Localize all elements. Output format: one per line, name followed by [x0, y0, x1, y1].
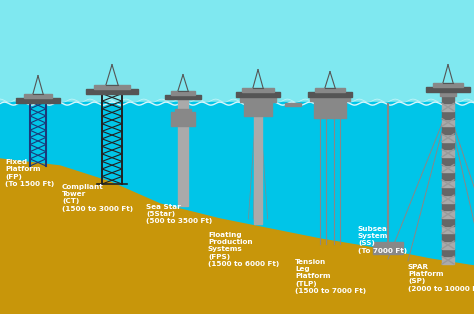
Bar — [442, 134, 454, 142]
Bar — [0, 0, 474, 104]
Bar — [442, 203, 454, 210]
Bar — [442, 103, 454, 111]
Bar — [442, 241, 454, 249]
Bar — [442, 233, 454, 241]
Bar — [442, 187, 454, 195]
Bar — [442, 210, 454, 218]
Bar — [308, 92, 352, 97]
Bar — [242, 88, 274, 92]
Bar — [442, 180, 454, 187]
Bar — [442, 218, 454, 226]
Bar — [442, 157, 454, 165]
Bar — [171, 91, 195, 95]
Bar — [442, 119, 454, 126]
Text: Fixed
Platform
(FP)
(To 1500 Ft): Fixed Platform (FP) (To 1500 Ft) — [5, 159, 54, 187]
Bar — [285, 103, 301, 106]
Bar — [171, 111, 195, 126]
Bar — [442, 256, 454, 264]
Bar — [315, 88, 345, 92]
Bar — [24, 94, 52, 98]
Bar — [433, 83, 463, 87]
Bar — [0, 102, 474, 314]
Bar — [442, 165, 454, 172]
Bar — [442, 96, 454, 103]
Bar — [86, 89, 138, 94]
Bar — [175, 109, 191, 111]
Text: Tension
Leg
Platform
(TLP)
(1500 to 7000 Ft): Tension Leg Platform (TLP) (1500 to 7000… — [295, 259, 366, 294]
Bar — [442, 111, 454, 119]
Bar — [254, 102, 262, 224]
Bar — [426, 87, 470, 92]
Bar — [165, 95, 201, 99]
Bar — [442, 249, 454, 256]
Text: Compliant
Tower
(CT)
(1500 to 3000 Ft): Compliant Tower (CT) (1500 to 3000 Ft) — [62, 184, 133, 212]
Bar — [373, 242, 403, 254]
Bar — [240, 97, 276, 102]
Bar — [236, 92, 280, 97]
Bar — [442, 172, 454, 180]
Bar — [310, 97, 350, 100]
Bar — [94, 84, 130, 89]
Bar — [442, 149, 454, 157]
Text: SPAR
Platform
(SP)
(2000 to 10000 Ft): SPAR Platform (SP) (2000 to 10000 Ft) — [408, 264, 474, 292]
Bar — [442, 226, 454, 233]
Bar — [440, 92, 456, 96]
Bar — [244, 102, 272, 116]
Bar — [442, 142, 454, 149]
Bar — [178, 99, 188, 206]
Bar — [16, 98, 60, 103]
Bar — [442, 195, 454, 203]
Text: Floating
Production
Systems
(FPS)
(1500 to 6000 Ft): Floating Production Systems (FPS) (1500 … — [208, 232, 279, 267]
Polygon shape — [0, 159, 474, 314]
Text: Subsea
System
(SS)
(To 7000 Ft): Subsea System (SS) (To 7000 Ft) — [358, 226, 407, 254]
Bar — [442, 126, 454, 134]
Bar — [314, 100, 346, 118]
Text: Sea Star
(5Star)
(500 to 3500 Ft): Sea Star (5Star) (500 to 3500 Ft) — [146, 204, 212, 225]
